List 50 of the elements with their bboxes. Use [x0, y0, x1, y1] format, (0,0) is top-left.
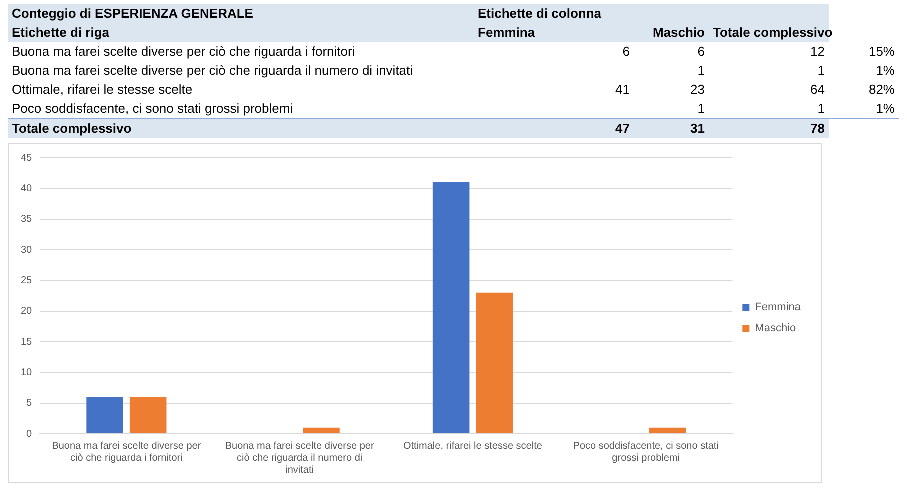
y-tick-label: 40	[21, 183, 33, 194]
y-tick-label: 10	[21, 367, 33, 378]
x-tick-label: Poco soddisfacente, ci sono stati grossi problemi	[573, 440, 719, 464]
bar	[303, 428, 340, 434]
text: 31	[634, 118, 709, 138]
text: 41	[614, 81, 631, 99]
y-tick-label: 30	[21, 244, 33, 256]
text: 78	[709, 118, 829, 138]
legend-label: Femmina	[755, 302, 802, 314]
bar	[476, 292, 513, 434]
text: 1%	[875, 100, 896, 118]
text: Totale complessivo	[8, 118, 474, 138]
y-tick-label: 0	[26, 428, 33, 440]
text: 15%	[868, 43, 896, 61]
y-tick-label: 5	[26, 398, 33, 410]
text: 1	[696, 62, 706, 80]
text: 6	[696, 43, 706, 61]
bar	[86, 397, 124, 434]
bar	[649, 428, 686, 434]
text: Femmina	[474, 23, 634, 42]
x-tick-label: Buona ma farei scelte diverse per ciò che riguarda i fornitori	[52, 440, 202, 464]
text: 64	[810, 81, 826, 99]
text: Conteggio di ESPERIENZA GENERALE	[8, 4, 474, 23]
text: Ottimale, rifarei le stesse scelte	[11, 81, 194, 99]
x-tick-label: Buona ma farei scelte diverse per ciò che riguarda il numero di invitati	[225, 440, 375, 476]
y-tick-label: 25	[21, 275, 33, 286]
y-tick-label: 20	[21, 306, 33, 318]
text: 6	[622, 43, 631, 61]
text: 1	[816, 62, 826, 80]
text: 82%	[868, 81, 896, 99]
text: Poco soddisfacente, ci sono stati grossi problemi	[11, 100, 294, 118]
text: Totale complessivo	[712, 24, 833, 42]
text: Maschio	[634, 23, 709, 42]
y-tick-label: 15	[21, 336, 33, 348]
text: Buona ma farei scelte diverse per ciò che riguarda il numero di invitati	[11, 62, 414, 80]
text: 47	[474, 118, 634, 138]
bar	[130, 397, 167, 434]
y-tick-label: 45	[21, 152, 33, 164]
text: 23	[690, 81, 706, 99]
text: 12	[810, 43, 826, 61]
text: Etichette di colonna	[474, 4, 634, 23]
text: Buona ma farei scelte diverse per ciò che riguarda i fornitori	[11, 43, 356, 61]
text: 1	[696, 100, 706, 118]
y-tick-label: 35	[21, 214, 33, 226]
text: Etichette di riga	[8, 23, 474, 42]
text: 1%	[875, 62, 896, 80]
text: 1	[816, 100, 826, 118]
bar	[432, 182, 470, 434]
x-tick-label: Ottimale, rifarei le stesse scelte	[403, 440, 543, 452]
legend-label: Maschio	[755, 322, 796, 335]
